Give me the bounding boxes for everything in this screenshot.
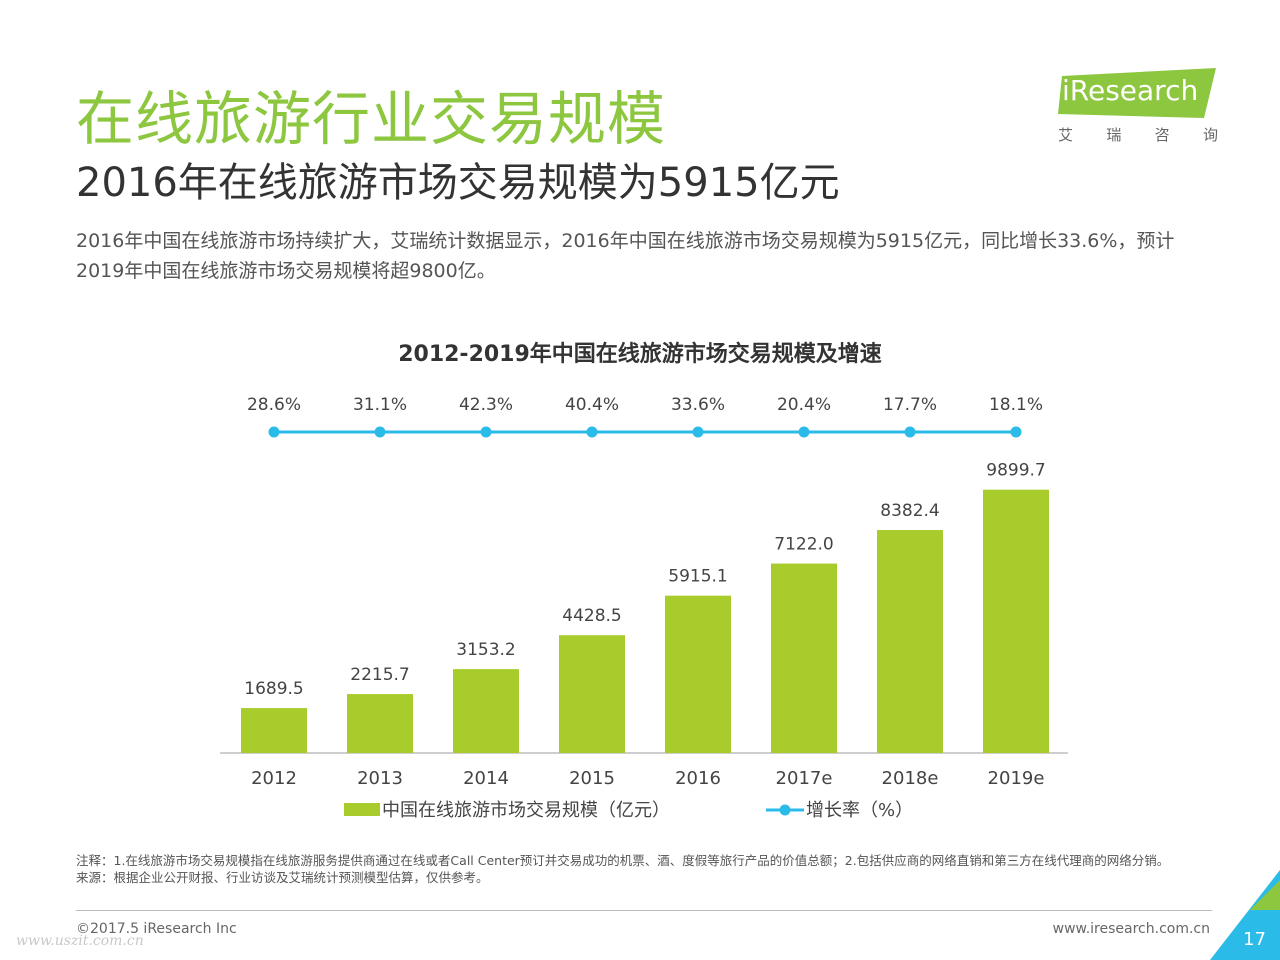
logo-char: 艾 — [1058, 126, 1074, 144]
bar — [453, 669, 519, 753]
growth-rate-label: 20.4% — [777, 395, 831, 415]
bar-value-label: 8382.4 — [880, 501, 939, 521]
bar-value-label: 3153.2 — [456, 640, 515, 660]
legend-line-label: 增长率（%） — [806, 800, 913, 821]
growth-rate-point — [374, 426, 386, 438]
bar — [771, 563, 837, 753]
copyright: ©2017.5 iResearch Inc — [76, 921, 237, 937]
x-tick-label: 2015 — [569, 768, 615, 789]
growth-rate-label: 17.7% — [883, 395, 937, 415]
bar-value-label: 5915.1 — [668, 567, 727, 587]
website-link[interactable]: www.iresearch.com.cn — [1052, 921, 1210, 937]
bar-value-label: 7122.0 — [774, 535, 833, 555]
growth-rate-label: 42.3% — [459, 395, 513, 415]
bar-line-chart: 1689.5 2012 28.6% 2215.7 2013 31.1% 3153.2 2014… — [220, 395, 1068, 821]
x-tick-label: 2019e — [988, 768, 1045, 789]
bar — [347, 694, 413, 753]
growth-rate-label: 31.1% — [353, 395, 407, 415]
page-title: 在线旅游行业交易规模 — [76, 85, 667, 153]
bar — [983, 489, 1049, 753]
watermark: www.uszit.com.cn — [16, 933, 144, 949]
chart-title: 2012-2019年中国在线旅游市场交易规模及增速 — [398, 342, 882, 367]
x-tick-label: 2018e — [882, 768, 939, 789]
x-tick-label: 2016 — [675, 768, 721, 789]
logo-char: 询 — [1202, 126, 1218, 144]
note-text: 注释：1.在线旅游市场交易规模指在线旅游服务提供商通过在线或者Call Cent… — [76, 853, 1170, 868]
legend-line-marker — [779, 804, 791, 816]
iresearch-logo: iResearch 艾 瑞 咨 询 — [1058, 68, 1218, 148]
source-text: 来源：根据企业公开财报、行业访谈及艾瑞统计预测模型估算，仅供参考。 — [76, 870, 489, 885]
logo-banner-icon — [1058, 68, 1216, 118]
legend-bar-swatch — [344, 803, 380, 816]
x-tick-label: 2017e — [776, 768, 833, 789]
logo-char: 咨 — [1154, 126, 1170, 144]
growth-rate-label: 33.6% — [671, 395, 725, 415]
growth-rate-label: 40.4% — [565, 395, 619, 415]
bar — [665, 595, 731, 753]
description: 2016年中国在线旅游市场持续扩大，艾瑞统计数据显示，2016年中国在线旅游市场… — [76, 230, 1175, 282]
bar-value-label: 9899.7 — [986, 461, 1045, 481]
legend-bar-label: 中国在线旅游市场交易规模（亿元） — [382, 800, 670, 821]
growth-rate-point — [692, 426, 704, 438]
growth-rate-point — [1010, 426, 1022, 438]
growth-rate-label: 18.1% — [989, 395, 1043, 415]
growth-rate-label: 28.6% — [247, 395, 301, 415]
bar-value-label: 1689.5 — [244, 679, 303, 699]
x-tick-label: 2012 — [251, 768, 297, 789]
growth-rate-point — [268, 426, 280, 438]
page-subtitle: 2016年在线旅游市场交易规模为5915亿元 — [76, 160, 840, 206]
bar — [241, 708, 307, 753]
growth-rate-point — [904, 426, 916, 438]
bar — [877, 530, 943, 753]
page-number: 17 — [1243, 929, 1266, 950]
corner-triangle-icon — [1210, 870, 1280, 960]
logo-subtitle: 艾 瑞 咨 询 — [1058, 124, 1218, 145]
bar — [559, 635, 625, 753]
chart-note: 注释：1.在线旅游市场交易规模指在线旅游服务提供商通过在线或者Call Cent… — [76, 852, 1216, 886]
x-tick-label: 2013 — [357, 768, 403, 789]
bar-value-label: 4428.5 — [562, 606, 621, 626]
growth-rate-point — [480, 426, 492, 438]
footer-divider — [76, 910, 1212, 911]
bar-value-label: 2215.7 — [350, 665, 409, 685]
growth-rate-point — [586, 426, 598, 438]
growth-rate-point — [798, 426, 810, 438]
x-tick-label: 2014 — [463, 768, 509, 789]
logo-wordmark: iResearch — [1062, 74, 1199, 107]
logo-char: 瑞 — [1106, 126, 1122, 144]
